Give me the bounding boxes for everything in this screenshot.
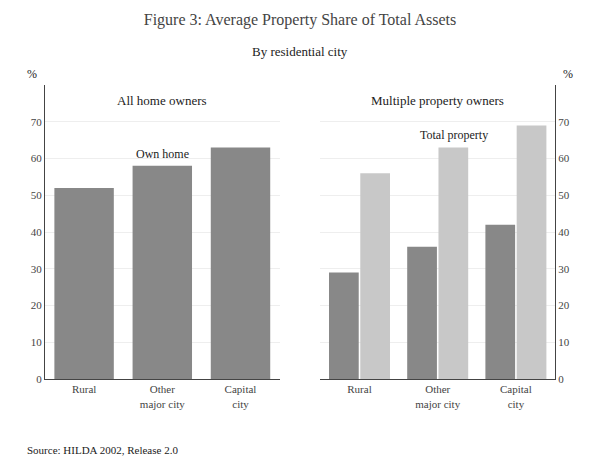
svg-text:0: 0	[36, 373, 42, 385]
svg-text:By residential city: By residential city	[252, 44, 348, 59]
svg-text:0: 0	[558, 373, 564, 385]
svg-text:Source: HILDA 2002, Release 2.: Source: HILDA 2002, Release 2.0	[27, 444, 178, 456]
svg-text:%: %	[27, 67, 37, 81]
svg-text:All home owners: All home owners	[117, 93, 207, 108]
svg-text:10: 10	[558, 336, 570, 348]
svg-text:Multiple property owners: Multiple property owners	[371, 93, 504, 108]
svg-text:Capitalcity: Capitalcity	[500, 383, 532, 409]
svg-text:%: %	[563, 67, 573, 81]
svg-text:Own home: Own home	[136, 147, 189, 161]
svg-text:Rural: Rural	[347, 383, 371, 395]
svg-text:40: 40	[31, 226, 43, 238]
svg-text:Capitalcity: Capitalcity	[225, 383, 257, 409]
svg-text:Figure 3: Average Property Sha: Figure 3: Average Property Share of Tota…	[144, 11, 456, 29]
svg-text:10: 10	[31, 336, 43, 348]
svg-text:30: 30	[558, 263, 570, 275]
svg-text:50: 50	[31, 189, 43, 201]
svg-text:Othermajor city: Othermajor city	[415, 383, 460, 409]
svg-text:20: 20	[558, 299, 570, 311]
svg-text:60: 60	[558, 152, 570, 164]
svg-text:40: 40	[558, 226, 570, 238]
svg-text:50: 50	[558, 189, 570, 201]
svg-text:Rural: Rural	[72, 383, 96, 395]
svg-text:Othermajor city: Othermajor city	[140, 383, 185, 409]
svg-text:60: 60	[31, 152, 43, 164]
svg-text:20: 20	[31, 299, 43, 311]
svg-text:70: 70	[31, 116, 43, 128]
svg-text:Total property: Total property	[420, 128, 488, 142]
svg-text:30: 30	[31, 263, 43, 275]
svg-text:70: 70	[558, 116, 570, 128]
